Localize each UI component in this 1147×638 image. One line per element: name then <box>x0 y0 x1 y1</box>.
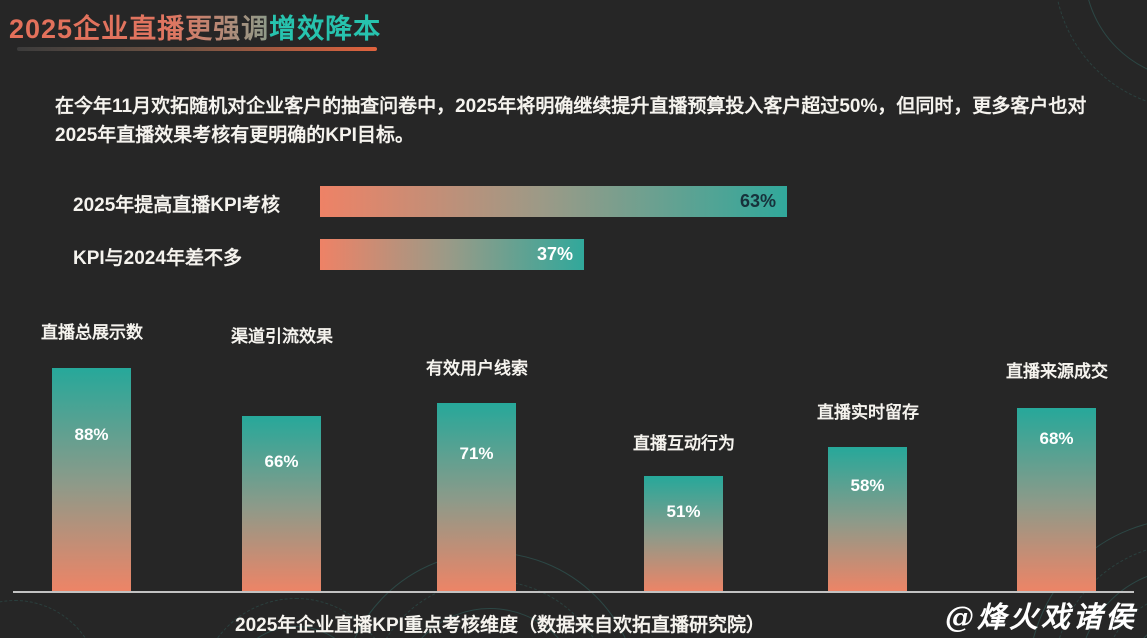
chart-caption: 2025年企业直播KPI重点考核维度（数据来自欢拓直播研究院） <box>235 615 765 636</box>
hbar-value-label: 37% <box>536 244 573 264</box>
page-title-accent-part: 2025企业直播更强调 <box>9 14 270 44</box>
hbar-value-label: 63% <box>739 191 776 211</box>
vbar-58: 58% <box>828 447 907 592</box>
hbar-category-label: KPI与2024年差不多 <box>73 248 242 269</box>
vbar-88: 88% <box>52 368 131 592</box>
title-underline <box>17 47 377 51</box>
hbar-63: 63% <box>320 186 787 217</box>
vbar-value-label: 66% <box>264 452 299 471</box>
vbar-category-label: 渠道引流效果 <box>231 327 333 346</box>
vbar-66: 66% <box>242 416 321 592</box>
vbar-category-label: 有效用户线索 <box>426 359 528 378</box>
vbar-value-label: 58% <box>850 476 885 495</box>
vbar-value-label: 51% <box>666 502 701 521</box>
hbar-37: 37% <box>320 239 584 270</box>
vbar-value-label: 68% <box>1039 429 1074 448</box>
page-title-teal-part: 增效降本 <box>269 14 382 44</box>
intro-paragraph: 在今年11月欢拓随机对企业客户的抽查问卷中，2025年将明确继续提升直播预算投入… <box>55 96 1087 146</box>
page-title: 2025企业直播更强调增效降本 <box>9 7 381 46</box>
vbar-51: 51% <box>644 476 723 592</box>
vbar-category-label: 直播实时留存 <box>817 403 919 422</box>
vbar-value-label: 88% <box>74 425 109 444</box>
hbar-category-label: 2025年提高直播KPI考核 <box>73 195 280 216</box>
vbar-category-label: 直播互动行为 <box>633 434 735 453</box>
vbar-category-label: 直播总展示数 <box>41 323 143 342</box>
vbar-71: 71% <box>437 403 516 592</box>
vbar-value-label: 71% <box>459 444 494 463</box>
chart-baseline-axis <box>13 591 1134 593</box>
vbar-68: 68% <box>1017 408 1096 592</box>
watermark: @烽火戏诸侯 <box>941 594 1141 638</box>
vbar-category-label: 直播来源成交 <box>1006 362 1108 381</box>
